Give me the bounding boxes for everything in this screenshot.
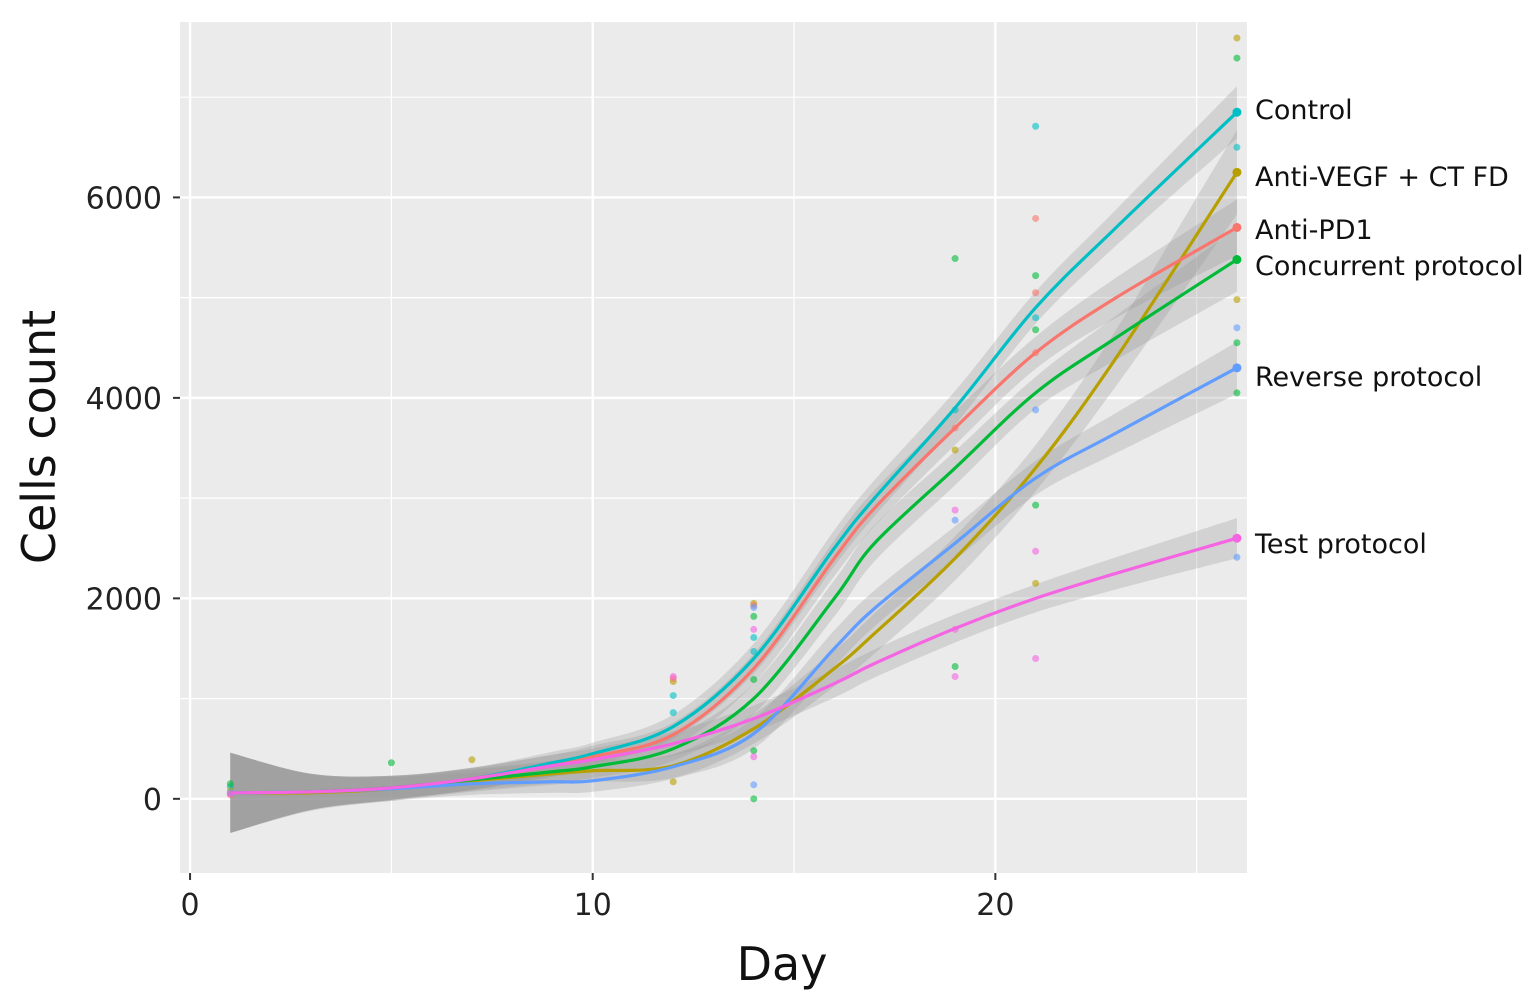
series-label: Control	[1255, 95, 1353, 126]
data-point	[750, 647, 758, 655]
data-point	[1233, 324, 1241, 332]
data-point	[1032, 501, 1040, 509]
data-point	[951, 506, 959, 514]
data-point	[951, 663, 959, 671]
data-point	[750, 676, 758, 684]
data-point	[1233, 34, 1241, 42]
data-point	[1233, 339, 1241, 347]
data-point	[750, 625, 758, 633]
series-line	[230, 366, 1238, 795]
x-tick-label: 20	[976, 888, 1014, 923]
data-point	[1233, 553, 1241, 561]
series-label: Test protocol	[1254, 529, 1427, 560]
line-end-marker	[1232, 222, 1242, 232]
data-point	[951, 673, 959, 681]
series-line	[230, 536, 1238, 795]
confidence-band	[230, 341, 1237, 833]
data-point	[750, 747, 758, 755]
data-point	[1032, 406, 1040, 414]
x-tick-label: 10	[574, 888, 612, 923]
series-label: Concurrent protocol	[1255, 251, 1524, 282]
line-end-marker	[1232, 167, 1242, 177]
confidence-band	[230, 227, 1237, 833]
y-tick-label: 0	[143, 783, 162, 818]
data-point	[1032, 289, 1040, 297]
series-label: Reverse protocol	[1255, 362, 1482, 393]
data-point	[468, 756, 476, 764]
data-point	[1032, 314, 1040, 322]
y-axis-title: Cells count	[12, 310, 66, 564]
data-point	[1233, 54, 1241, 62]
data-point	[1032, 547, 1040, 555]
data-point	[669, 692, 677, 700]
data-point	[1032, 214, 1040, 222]
data-point	[951, 516, 959, 524]
x-tick-label: 0	[181, 888, 200, 923]
data-point	[750, 612, 758, 620]
data-point	[750, 753, 758, 761]
y-ticks: 0 2000 4000 6000	[86, 181, 180, 818]
data-point	[1032, 579, 1040, 587]
line-end-markers	[1232, 107, 1242, 543]
data-point	[1233, 389, 1241, 397]
series-lines	[230, 111, 1239, 795]
x-ticks: 0 10 20	[181, 873, 1014, 923]
confidence-bands	[230, 86, 1237, 833]
data-point	[951, 255, 959, 263]
y-tick-label: 2000	[86, 582, 162, 617]
data-point	[669, 673, 677, 681]
data-point	[669, 709, 677, 717]
line-end-marker	[1232, 363, 1242, 373]
confidence-band	[230, 518, 1237, 833]
data-point	[1032, 654, 1040, 662]
data-point	[750, 633, 758, 641]
data-point	[669, 778, 677, 786]
confidence-band	[230, 86, 1237, 833]
data-point	[1032, 122, 1040, 130]
series-label: Anti-VEGF + CT FD	[1255, 162, 1509, 193]
data-point	[1032, 326, 1040, 334]
x-axis-title: Day	[737, 937, 828, 991]
series-label: Anti-PD1	[1255, 215, 1373, 246]
data-point	[226, 780, 234, 788]
data-point	[750, 781, 758, 789]
line-end-marker	[1232, 255, 1242, 265]
confidence-band	[230, 130, 1237, 833]
line-end-marker	[1232, 533, 1242, 543]
y-tick-label: 4000	[86, 382, 162, 417]
data-point	[951, 446, 959, 454]
data-point	[1233, 143, 1241, 151]
data-point	[1032, 272, 1040, 280]
series-labels: Control Anti-VEGF + CT FD Anti-PD1 Concurre…	[1254, 95, 1524, 560]
grid	[180, 22, 1247, 873]
data-point	[387, 759, 395, 767]
line-end-marker	[1232, 107, 1242, 117]
data-point	[1233, 296, 1241, 304]
y-tick-label: 6000	[86, 181, 162, 216]
data-point	[750, 795, 758, 803]
data-point	[750, 603, 758, 611]
